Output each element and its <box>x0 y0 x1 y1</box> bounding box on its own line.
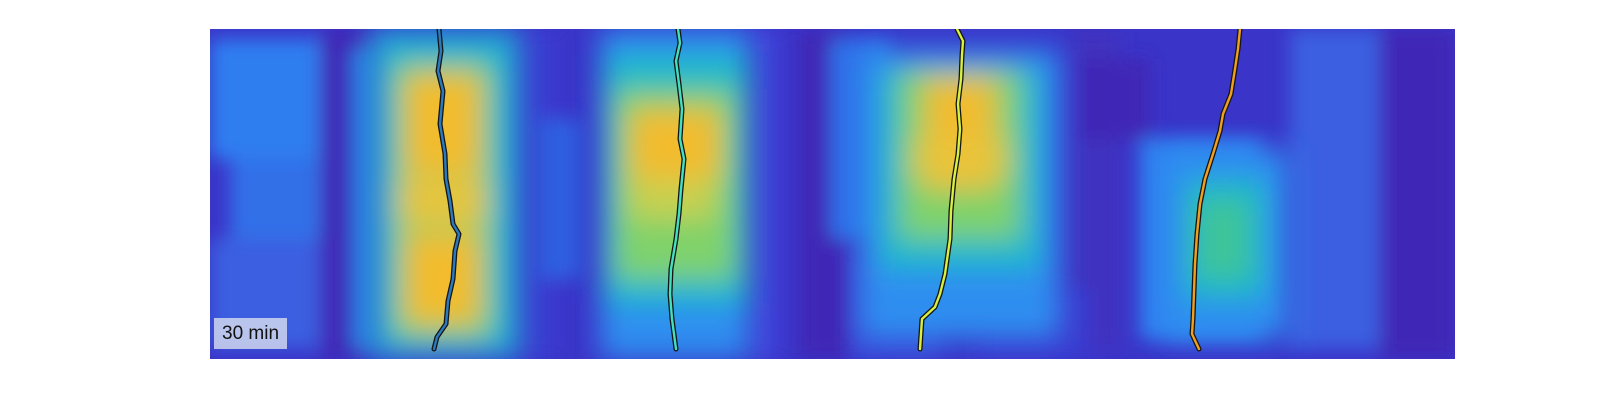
hotspot-column-3 <box>860 49 1060 339</box>
tracks-layer <box>431 29 1243 352</box>
track-3-line <box>918 29 965 351</box>
track-4-line <box>1190 29 1242 351</box>
track-2-line <box>668 29 686 351</box>
track-4 <box>1189 29 1243 352</box>
track-3 <box>917 29 966 352</box>
track-1-line <box>432 29 461 351</box>
hotspot-column-2 <box>600 29 750 359</box>
hotspot-column-4 <box>1160 149 1290 339</box>
track-2 <box>667 29 687 352</box>
kymograph-panel: 30 min <box>210 29 1455 359</box>
time-label: 30 min <box>214 318 288 349</box>
heatmap-image <box>210 29 1455 359</box>
track-1 <box>431 29 462 352</box>
